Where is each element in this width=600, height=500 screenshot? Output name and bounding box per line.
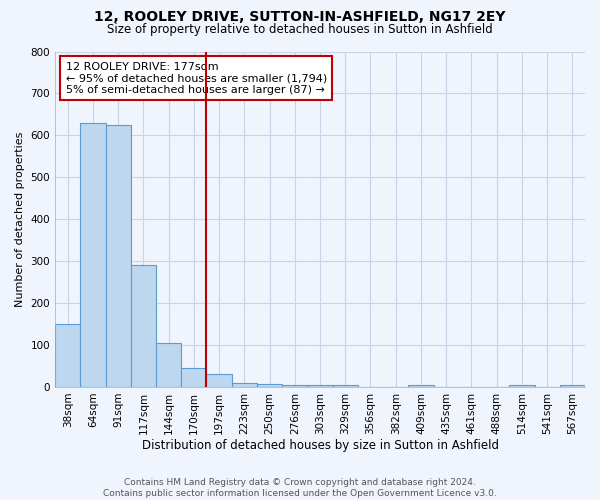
Text: 12, ROOLEY DRIVE, SUTTON-IN-ASHFIELD, NG17 2EY: 12, ROOLEY DRIVE, SUTTON-IN-ASHFIELD, NG…: [94, 10, 506, 24]
Bar: [560, 385, 585, 387]
Bar: [282, 385, 307, 387]
Bar: [55, 324, 80, 387]
Y-axis label: Number of detached properties: Number of detached properties: [15, 132, 25, 307]
Bar: [80, 123, 106, 387]
Bar: [131, 266, 156, 387]
Bar: [106, 125, 131, 387]
Text: Size of property relative to detached houses in Sutton in Ashfield: Size of property relative to detached ho…: [107, 22, 493, 36]
Bar: [181, 368, 206, 387]
Bar: [332, 385, 358, 387]
Text: 12 ROOLEY DRIVE: 177sqm
← 95% of detached houses are smaller (1,794)
5% of semi-: 12 ROOLEY DRIVE: 177sqm ← 95% of detache…: [65, 62, 327, 95]
X-axis label: Distribution of detached houses by size in Sutton in Ashfield: Distribution of detached houses by size …: [142, 440, 499, 452]
Bar: [156, 343, 181, 387]
Bar: [307, 385, 332, 387]
Bar: [206, 374, 232, 387]
Text: Contains HM Land Registry data © Crown copyright and database right 2024.
Contai: Contains HM Land Registry data © Crown c…: [103, 478, 497, 498]
Bar: [409, 385, 434, 387]
Bar: [257, 384, 282, 387]
Bar: [232, 383, 257, 387]
Bar: [509, 385, 535, 387]
